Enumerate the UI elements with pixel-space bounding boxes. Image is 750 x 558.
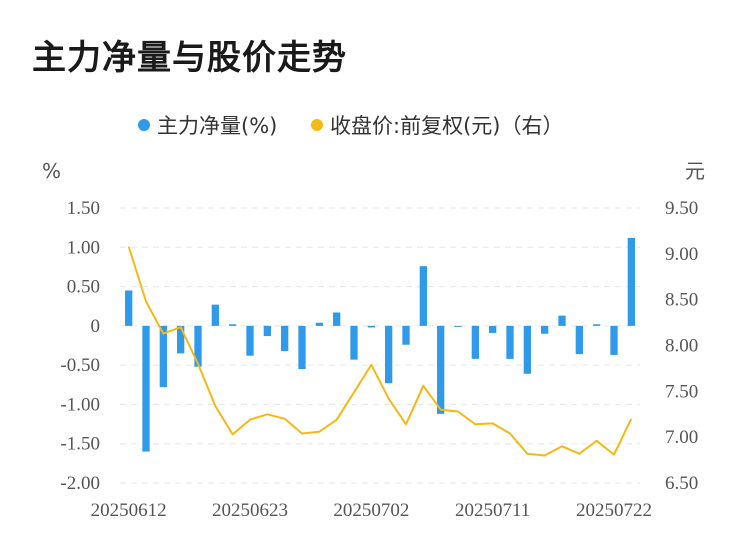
left-tick-label: 0: [91, 316, 101, 337]
right-tick-label: 7.50: [665, 381, 698, 402]
left-tick-label: 1.50: [67, 198, 100, 219]
left-axis-ticks: 1.50 1.00 0.50 0 -0.50 -1.00 -1.50 -2.00: [60, 198, 100, 494]
x-tick-label: 20250612: [91, 500, 167, 521]
bar: [471, 325, 479, 359]
right-tick-label: 7.00: [665, 427, 698, 448]
bar: [333, 312, 341, 326]
bar: [558, 315, 566, 326]
bar: [575, 325, 583, 355]
left-tick-label: -1.50: [60, 434, 100, 455]
right-tick-label: 8.50: [665, 290, 698, 311]
bar: [419, 266, 427, 326]
x-tick-label: 20250702: [333, 500, 409, 521]
bar: [593, 324, 601, 326]
legend-bar-label: 主力净量(%): [157, 114, 277, 138]
bar: [402, 325, 410, 345]
right-tick-label: 8.00: [665, 336, 698, 357]
bar: [159, 325, 167, 388]
left-tick-label: 0.50: [67, 277, 100, 298]
bar: [229, 324, 237, 326]
bar: [489, 325, 497, 333]
bar: [523, 325, 531, 374]
bar: [177, 325, 185, 354]
bar: [385, 325, 393, 384]
legend-bar-marker: [138, 119, 150, 131]
bar: [281, 325, 289, 351]
bar: [541, 325, 549, 334]
right-tick-label: 9.50: [665, 198, 698, 219]
price-line: [127, 246, 633, 457]
bar: [610, 325, 618, 355]
x-tick-label: 20250623: [212, 500, 288, 521]
gridlines: [120, 207, 640, 484]
right-axis-unit: 元: [685, 159, 705, 183]
bar: [263, 325, 271, 337]
x-axis-ticks: 20250612 20250623 20250702 20250711 20250722: [91, 500, 652, 521]
bar: [315, 322, 323, 326]
bar: [142, 325, 150, 452]
legend-line-label: 收盘价:前复权(元)（右）: [330, 114, 563, 138]
bar: [506, 325, 514, 359]
bar: [125, 290, 133, 326]
left-tick-label: 1.00: [67, 237, 100, 258]
left-axis-unit: %: [42, 159, 61, 183]
left-tick-label: -0.50: [60, 355, 100, 376]
legend-line-marker: [311, 119, 323, 131]
bar: [211, 304, 219, 326]
bar: [627, 237, 635, 326]
line-series: [127, 246, 633, 457]
chart-title: 主力净量与股价走势: [32, 38, 347, 78]
bar: [298, 325, 306, 370]
bar: [246, 325, 254, 356]
bar: [454, 325, 462, 327]
right-tick-label: 6.50: [665, 473, 698, 494]
bar: [350, 325, 358, 360]
bar: [194, 325, 202, 367]
right-tick-label: 9.00: [665, 244, 698, 265]
bar-series: [125, 237, 635, 452]
bar: [437, 325, 445, 414]
x-tick-label: 20250722: [576, 500, 652, 521]
x-tick-label: 20250711: [455, 500, 530, 521]
left-tick-label: -2.00: [60, 473, 100, 494]
legend: 主力净量(%) 收盘价:前复权(元)（右）: [138, 114, 563, 138]
right-axis-ticks: 9.50 9.00 8.50 8.00 7.50 7.00 6.50: [665, 198, 698, 494]
bar: [367, 325, 375, 328]
left-tick-label: -1.00: [60, 394, 100, 415]
